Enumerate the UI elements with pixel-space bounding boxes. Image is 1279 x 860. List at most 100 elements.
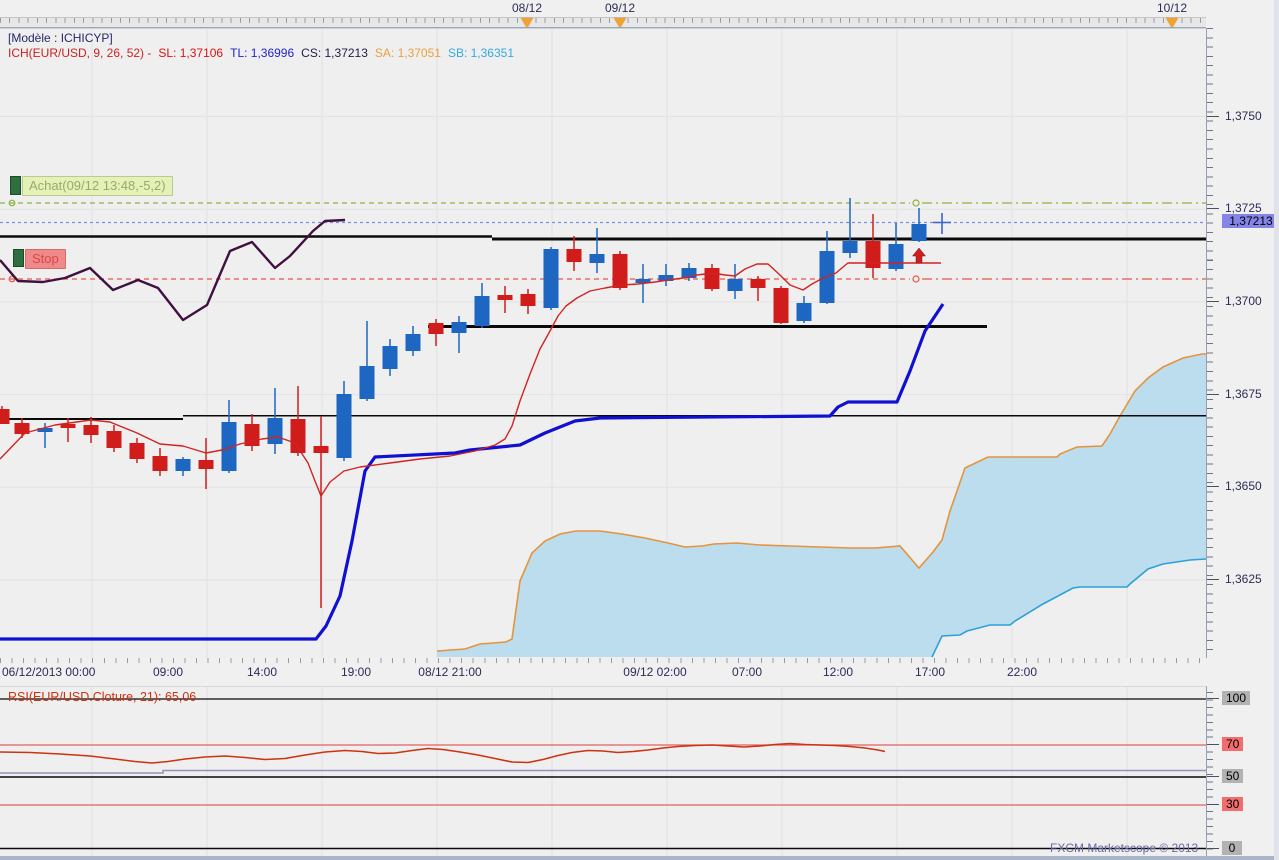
candle: [589, 228, 605, 273]
candle-body: [267, 418, 283, 444]
price-axis-minor-ticks: [1207, 28, 1213, 657]
candle: [106, 425, 122, 452]
rsi-major-tick: [1207, 776, 1219, 777]
time-label: 19:00: [340, 665, 372, 679]
candle-body: [773, 288, 789, 323]
stop-marker-icon: [13, 249, 24, 267]
candle: [14, 418, 30, 438]
candle: [267, 388, 283, 454]
rsi-major-tick: [1207, 804, 1219, 805]
entry-dot: [8, 199, 16, 207]
candle: [842, 198, 858, 258]
rsi-axis-badge: 70: [1222, 737, 1244, 751]
ichimoku-cloud: [437, 354, 1206, 657]
rsi-axis-minor-ticks: [1207, 692, 1213, 852]
candle: [198, 438, 214, 489]
candle: [888, 223, 904, 271]
candle-body: [428, 323, 444, 334]
rsi-axis[interactable]: 100 70 50 30 0: [1206, 686, 1279, 858]
candle-body: [359, 366, 375, 399]
senkou-a-line: [436, 353, 1206, 652]
rsi-panel[interactable]: [0, 686, 1207, 859]
price-label: 1,3675: [1225, 386, 1262, 401]
candle-body: [382, 346, 398, 369]
candle: [750, 276, 766, 301]
price-axis[interactable]: 1,3750 1,3725 1,3700 1,3675 1,3650 1,3625 1,37…: [1206, 28, 1279, 658]
price-label: 1,3750: [1225, 108, 1262, 123]
rsi-axis-badge: 0: [1222, 841, 1242, 855]
rsi-axis-badge: 100: [1222, 691, 1251, 705]
candle-body: [658, 275, 674, 281]
day-start-arrow-icon: [614, 18, 626, 28]
candle: [819, 231, 835, 304]
top-date-row: 08/12 09/12 10/12: [0, 0, 1279, 17]
time-label: 17:00: [914, 665, 946, 679]
window-bottom-edge: [0, 856, 1279, 860]
candle-body: [0, 409, 10, 424]
price-label: 1,3700: [1225, 293, 1262, 308]
main-chart[interactable]: [0, 28, 1207, 658]
candle: [382, 339, 398, 376]
time-label: 06/12/2013 00:00: [2, 665, 96, 679]
candle-body: [612, 254, 628, 288]
current-price-badge: 1,37213: [1222, 214, 1279, 228]
stop-trade-label[interactable]: Stop: [25, 249, 66, 269]
legend-part-1: SL: 1,37106: [158, 46, 224, 60]
candle: [796, 296, 812, 323]
time-label: 22:00: [1006, 665, 1038, 679]
candle-body: [290, 419, 306, 453]
candle-body: [83, 425, 99, 435]
candle-body: [37, 428, 53, 432]
legend-part-3: CS: 1,37213: [301, 46, 368, 60]
time-label: 14:00: [246, 665, 278, 679]
candle-body: [198, 460, 214, 469]
ruler-date-label: 10/12: [1156, 1, 1188, 15]
candle-body: [60, 424, 76, 428]
achat-trade-label[interactable]: Achat(09/12 13:48,-5,2): [22, 176, 173, 196]
candle: [175, 457, 191, 476]
legend-part-5: SB: 1,36351: [447, 46, 515, 60]
legend-part-0: ICH(EUR/USD, 9, 26, 52) -: [8, 46, 152, 60]
candle-body: [152, 456, 168, 471]
candle-body: [888, 244, 904, 269]
candle: [405, 326, 421, 356]
time-label: 07:00: [731, 665, 763, 679]
time-label: 08/12 21:00: [418, 665, 482, 679]
price-major-tick: [1207, 300, 1219, 302]
ruler-ticks: [0, 18, 1206, 23]
candle: [911, 208, 927, 242]
senkou-b-line: [931, 558, 1206, 658]
time-axis[interactable]: 06/12/2013 00:00 09:00 14:00 19:00 08/12 21:…: [0, 657, 1206, 686]
candle: [704, 264, 720, 291]
candle: [566, 236, 582, 271]
price-label: 1,3725: [1225, 201, 1262, 216]
chikou-span-line: [0, 218, 346, 322]
candle-body: [313, 446, 329, 453]
price-label: 1,3650: [1225, 479, 1262, 494]
candle: [221, 400, 237, 473]
candle-body: [106, 431, 122, 448]
model-title: [Modèle : ICHICYP]: [8, 31, 113, 45]
candle-body: [451, 322, 467, 333]
time-label: 12:00: [822, 665, 854, 679]
candle: [359, 321, 375, 401]
candle-body: [589, 254, 605, 263]
time-ruler[interactable]: [0, 17, 1206, 28]
rsi-axis-badge: 50: [1222, 769, 1244, 783]
candle-body: [750, 279, 766, 288]
candle-body: [842, 241, 858, 253]
candle: [520, 289, 536, 314]
candle: [0, 406, 10, 424]
candle: [727, 264, 743, 299]
kijun-line: [0, 303, 945, 641]
candle: [290, 386, 306, 456]
candle: [497, 286, 513, 313]
rsi-axis-badge: 30: [1222, 797, 1244, 811]
ruler-date-label: 09/12: [604, 1, 636, 15]
candle: [129, 438, 145, 463]
candle: [865, 214, 881, 278]
candle: [612, 251, 628, 290]
legend-part-4: SA: 1,37051: [374, 46, 441, 60]
price-major-tick: [1207, 115, 1219, 117]
